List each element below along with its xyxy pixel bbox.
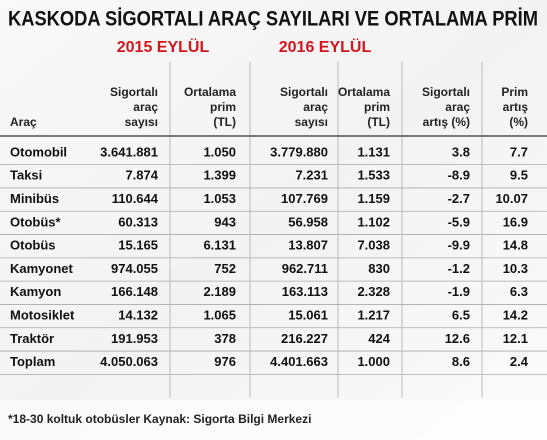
cell-value: 110.644	[112, 191, 159, 206]
cell-value: 1.102	[357, 214, 390, 229]
row-label: Motosiklet	[10, 308, 75, 323]
cell-value: 3.779.880	[270, 144, 328, 159]
cell-value: 13.807	[288, 238, 328, 253]
row-label: Otobüs*	[10, 214, 61, 229]
cell-value: 6.3	[510, 284, 528, 299]
cell-value: 6.131	[203, 238, 236, 253]
cell-value: 2.4	[510, 354, 529, 369]
cell-value: 163.113	[282, 284, 328, 299]
cell-value: -9.9	[448, 238, 470, 253]
row-label: Toplam	[10, 354, 55, 369]
cell-value: 166.148	[111, 284, 158, 299]
cell-value: 378	[214, 331, 236, 346]
footnote-panel	[0, 400, 547, 440]
cell-value: 107.769	[281, 191, 328, 206]
cell-value: -2.7	[448, 191, 470, 206]
cell-value: 424	[368, 331, 390, 346]
row-label: Otomobil	[10, 144, 67, 159]
cell-value: 1.399	[203, 168, 236, 183]
cell-value: 1.065	[203, 308, 236, 323]
column-header: artış	[503, 100, 529, 114]
cell-value: 16.9	[503, 214, 528, 229]
cell-value: 8.6	[452, 354, 470, 369]
cell-value: 1.050	[203, 144, 236, 159]
group-header: 2016 EYLÜL	[279, 37, 372, 56]
cell-value: 12.6	[445, 331, 470, 346]
cell-value: 56.958	[288, 214, 328, 229]
cell-value: 1.159	[357, 191, 390, 206]
column-header: (TL)	[367, 115, 390, 129]
row-label: Otobüs	[10, 238, 56, 253]
cell-value: 15.165	[118, 238, 158, 253]
row-label: Minibüs	[10, 191, 59, 206]
cell-value: 7.7	[510, 144, 528, 159]
cell-value: 4.050.063	[100, 354, 158, 369]
cell-value: 191.953	[111, 331, 158, 346]
cell-value: 1.217	[357, 308, 390, 323]
cell-value: 2.189	[203, 284, 236, 299]
cell-value: 976	[214, 354, 236, 369]
cell-value: 14.132	[118, 308, 158, 323]
row-label: Traktör	[10, 331, 54, 346]
cell-value: 10.3	[503, 261, 528, 276]
row-label: Taksi	[10, 168, 42, 183]
cell-value: 943	[214, 214, 236, 229]
column-header: Araç	[10, 115, 37, 129]
cell-value: 60.313	[118, 214, 158, 229]
column-header: (%)	[509, 115, 528, 129]
cell-value: 10.07	[495, 191, 528, 206]
cell-value: 1.053	[203, 191, 236, 206]
cell-value: 216.227	[281, 331, 328, 346]
table-panel	[0, 0, 547, 400]
cell-value: 12.1	[503, 331, 528, 346]
cell-value: -1.2	[448, 261, 470, 276]
column-header: Ortalama	[338, 85, 390, 99]
column-header: prim	[364, 100, 390, 114]
cell-value: -8.9	[448, 168, 470, 183]
cell-value: 15.061	[288, 308, 328, 323]
column-header: Sigortalı	[422, 85, 470, 99]
row-label: Kamyonet	[10, 261, 74, 276]
column-header: Sigortalı	[110, 85, 158, 99]
cell-value: 752	[214, 261, 236, 276]
column-header: sayısı	[125, 115, 158, 129]
column-header: araç	[445, 100, 470, 114]
cell-value: 7.038	[357, 238, 390, 253]
column-header: araç	[133, 100, 158, 114]
cell-value: 14.2	[503, 308, 528, 323]
cell-value: 7.231	[295, 168, 328, 183]
title: KASKODA SİGORTALI ARAÇ SAYILARI VE ORTAL…	[8, 8, 538, 31]
column-header: prim	[210, 100, 236, 114]
column-header: Sigortalı	[280, 85, 328, 99]
cell-value: 974.055	[111, 261, 158, 276]
column-header: Ortalama	[184, 85, 236, 99]
cell-value: 1.131	[357, 144, 390, 159]
column-header: Prim	[501, 85, 528, 99]
cell-value: 1.533	[357, 168, 390, 183]
cell-value: 14.8	[503, 238, 528, 253]
cell-value: 4.401.663	[270, 354, 328, 369]
column-header: araç	[303, 100, 328, 114]
group-header: 2015 EYLÜL	[117, 37, 210, 56]
row-label: Kamyon	[10, 284, 61, 299]
cell-value: 3.8	[452, 144, 470, 159]
cell-value: 962.711	[282, 261, 328, 276]
cell-value: -5.9	[448, 214, 470, 229]
cell-value: 1.000	[357, 354, 390, 369]
column-header: sayısı	[295, 115, 328, 129]
column-header: (TL)	[213, 115, 236, 129]
footnote: *18-30 koltuk otobüsler Kaynak: Sigorta …	[8, 412, 311, 426]
cell-value: 9.5	[510, 168, 528, 183]
cell-value: -1.9	[448, 284, 470, 299]
cell-value: 2.328	[357, 284, 390, 299]
cell-value: 3.641.881	[100, 144, 158, 159]
cell-value: 6.5	[452, 308, 470, 323]
column-header: artış (%)	[423, 115, 470, 129]
cell-value: 7.874	[125, 168, 158, 183]
cell-value: 830	[368, 261, 390, 276]
